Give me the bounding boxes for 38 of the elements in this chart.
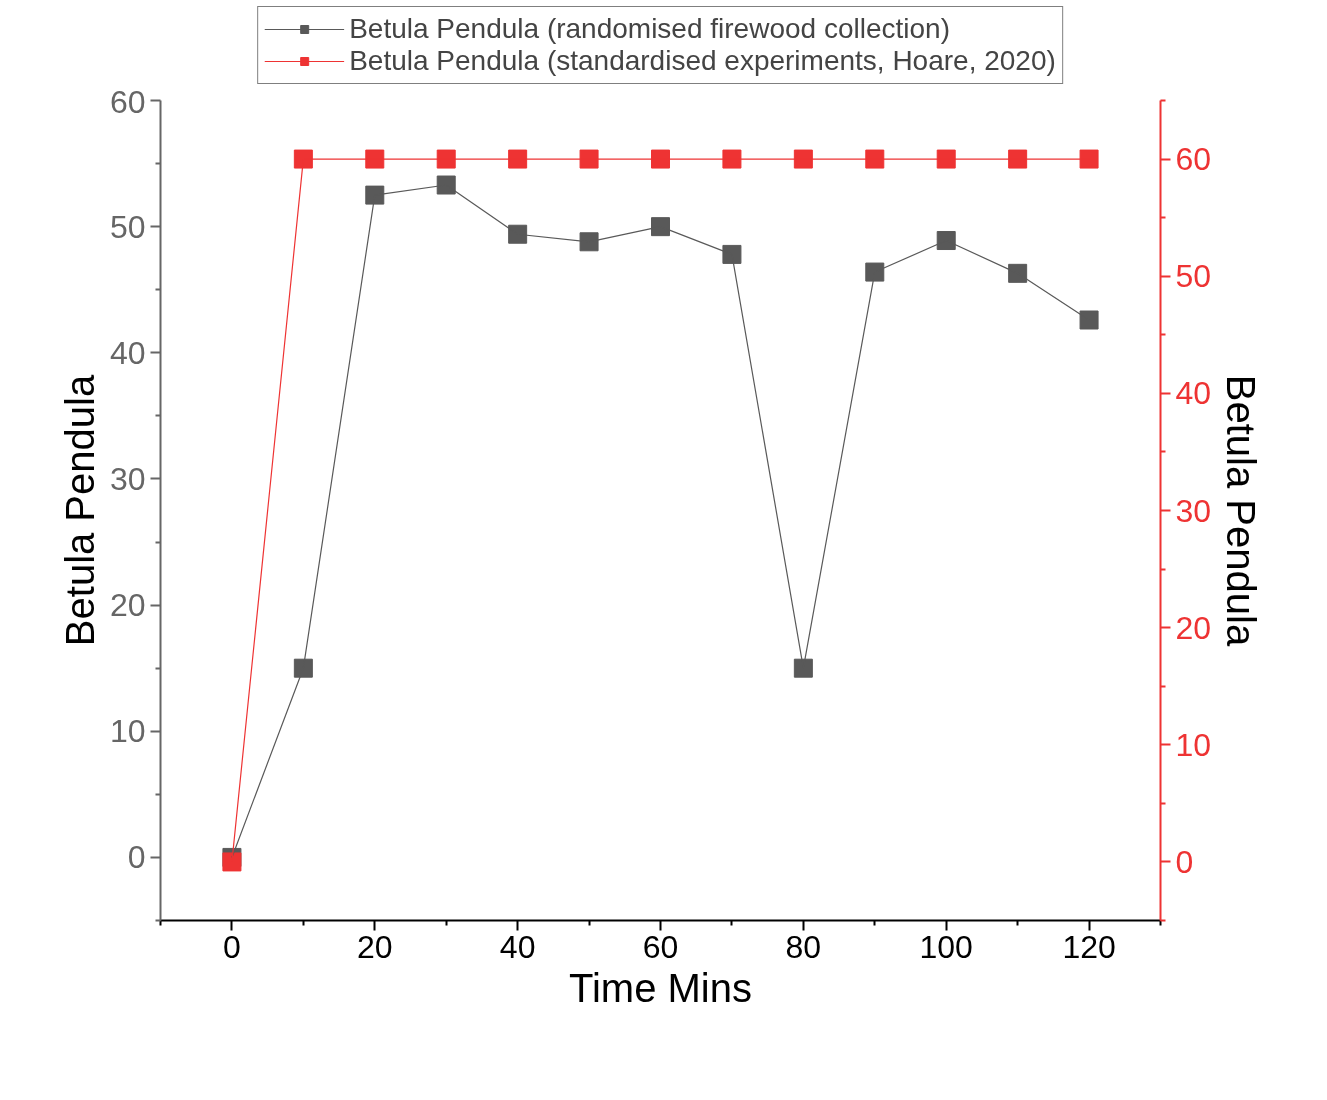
point (508, 224, 528, 244)
y-axis-title: Betula Pendula (57, 374, 102, 647)
point (579, 232, 599, 252)
legend-label: Betula Pendula (randomised firewood collection) (349, 13, 950, 45)
x-tick-label: 60 (642, 928, 679, 965)
y-tick-label: 30 (109, 460, 146, 497)
y-tick-label: 20 (109, 587, 146, 624)
point (865, 262, 885, 282)
point (651, 217, 670, 237)
y2-tick-label: 40 (1175, 375, 1212, 412)
y-tick-label: 10 (109, 713, 146, 750)
point (1008, 263, 1028, 283)
x-tick-label: 20 (356, 928, 393, 965)
y2-tick-label: 60 (1175, 141, 1212, 178)
x-axis-title: Time Mins (569, 965, 752, 1010)
x-tick-label: 80 (785, 928, 822, 965)
y-tick-label: 50 (109, 208, 146, 245)
point (1079, 310, 1099, 330)
point (722, 244, 742, 264)
y2-tick-label: 30 (1175, 492, 1212, 529)
x-tick-label: 40 (499, 928, 536, 965)
x-tick-label: 0 (223, 928, 241, 965)
point (936, 231, 956, 251)
point (436, 175, 456, 195)
y2-tick-label: 10 (1175, 726, 1212, 763)
y-tick-label: 0 (127, 839, 146, 876)
point (293, 658, 313, 678)
x-tick-label: 120 (1062, 928, 1116, 965)
y2-tick-label: 20 (1175, 609, 1212, 646)
point (793, 658, 813, 678)
legend-label: Betula Pendula (standardised experiments, Hoare, 2020) (349, 45, 1056, 77)
point (365, 185, 385, 205)
y2-axis-title: Betula Pendula (1219, 374, 1264, 647)
y-tick-label: 60 (109, 83, 146, 120)
y2-tick-label: 50 (1175, 258, 1212, 295)
y2-tick-label: 0 (1175, 843, 1194, 880)
y-tick-label: 40 (109, 334, 146, 371)
x-tick-label: 100 (919, 928, 973, 965)
